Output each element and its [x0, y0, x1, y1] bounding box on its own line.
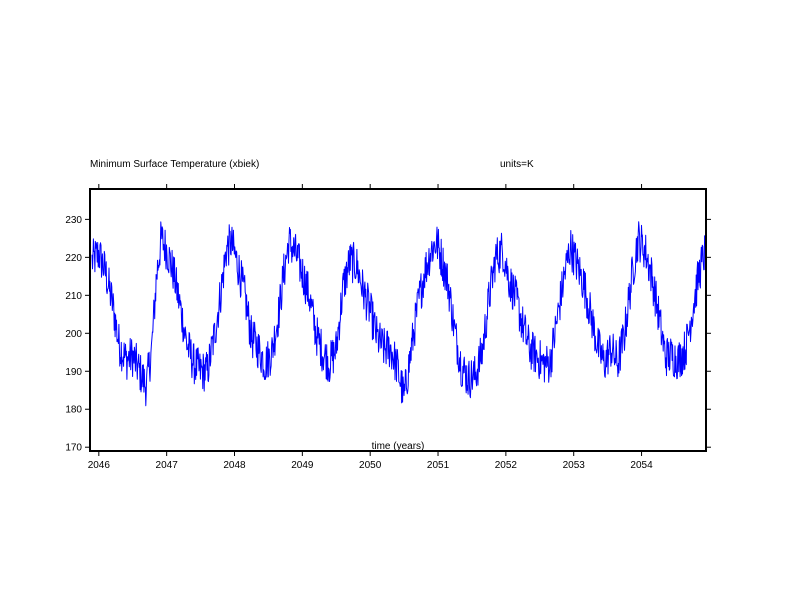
x-tick-label: 2052 [495, 460, 518, 471]
chart-title: Minimum Surface Temperature (xbiek) [90, 159, 259, 170]
x-tick-label: 2050 [359, 460, 382, 471]
y-tick-label: 210 [65, 291, 82, 302]
y-tick-label: 190 [65, 367, 82, 378]
series-layer [91, 221, 706, 407]
x-tick-label: 2051 [427, 460, 450, 471]
x-tick-label: 2047 [156, 460, 179, 471]
x-tick-label: 2049 [291, 460, 314, 471]
series-line [91, 221, 706, 407]
plot-frame [89, 188, 707, 452]
x-tick-label: 2053 [563, 460, 586, 471]
axis-layer: 2046 2047 2048 2049 2050 2051 2052 2053 2054 170 1… [65, 184, 711, 471]
units-label: units=K [500, 159, 534, 170]
x-tick-label: 2048 [223, 460, 246, 471]
x-axis-label: time (years) [372, 441, 425, 452]
y-tick-label: 200 [65, 329, 82, 340]
y-tick-label: 220 [65, 253, 82, 264]
y-tick-label: 180 [65, 405, 82, 416]
y-tick-label: 230 [65, 215, 82, 226]
x-tick-label: 2046 [88, 460, 111, 471]
x-tick-label: 2054 [630, 460, 653, 471]
y-tick-label: 170 [65, 443, 82, 454]
